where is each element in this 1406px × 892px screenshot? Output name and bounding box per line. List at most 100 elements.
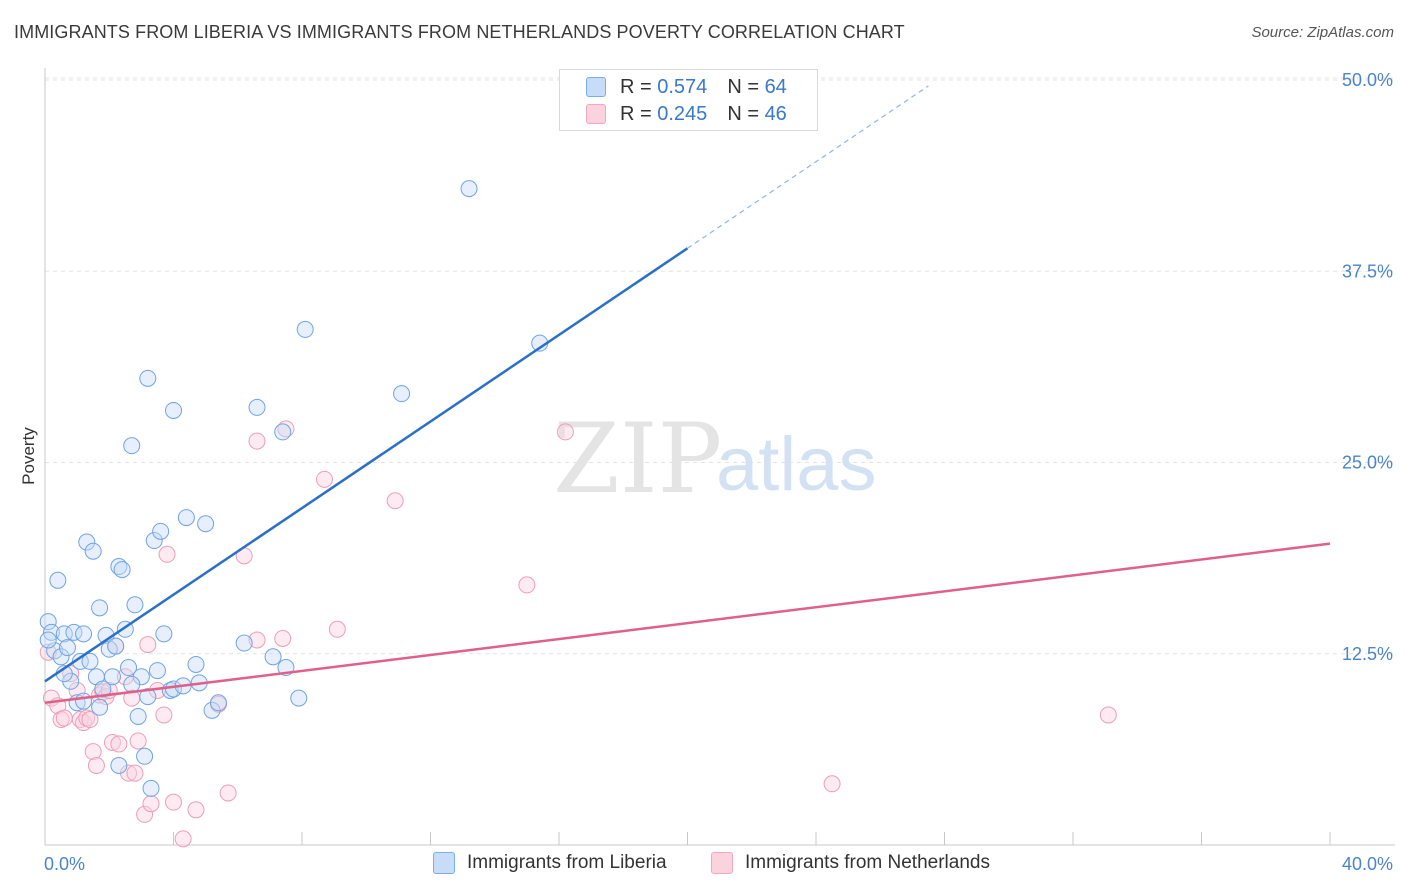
liberia-point-33 xyxy=(139,688,157,706)
liberia-point-28 xyxy=(123,437,141,455)
liberia-point-34 xyxy=(139,369,157,387)
netherlands-r-value: 0.245 xyxy=(657,102,708,125)
x-tick-label-min: 0.0% xyxy=(44,854,85,874)
netherlands-point-7 xyxy=(71,711,89,729)
liberia-point-16 xyxy=(91,698,109,716)
tick-labels: 12.5% 25.0% 37.5% 50.0% 0.0% 40.0% xyxy=(44,70,1393,874)
liberia-point-0 xyxy=(39,613,57,631)
netherlands-point-27 xyxy=(142,795,160,813)
netherlands-point-19 xyxy=(110,735,128,753)
liberia-trend-extension xyxy=(687,85,929,249)
liberia-point-38 xyxy=(152,522,170,540)
netherlands-trend-line xyxy=(44,542,1331,704)
netherlands-point-23 xyxy=(126,764,144,782)
netherlands-point-10 xyxy=(81,711,99,729)
liberia-point-14 xyxy=(84,542,102,560)
netherlands-point-26 xyxy=(139,636,157,654)
netherlands-point-35 xyxy=(219,784,237,802)
chart-title: IMMIGRANTS FROM LIBERIA VS IMMIGRANTS FR… xyxy=(14,22,905,42)
liberia-r-label: R = xyxy=(620,75,658,98)
liberia-point-39 xyxy=(155,625,173,643)
netherlands-point-11 xyxy=(84,743,102,761)
netherlands-point-17 xyxy=(103,733,121,751)
liberia-point-3 xyxy=(49,571,67,589)
liberia-point-50 xyxy=(235,634,253,652)
netherlands-point-12 xyxy=(87,756,105,774)
liberia-n-label: N = xyxy=(727,75,765,98)
liberia-point-32 xyxy=(136,747,154,765)
liberia-point-51 xyxy=(248,398,266,416)
y-tick-label-3: 50.0% xyxy=(1342,70,1393,90)
liberia-point-52 xyxy=(264,648,282,666)
liberia-point-44 xyxy=(177,509,195,527)
watermark-atlas: atlas xyxy=(716,422,877,507)
netherlands-point-40 xyxy=(277,420,295,438)
netherlands-point-31 xyxy=(165,793,182,811)
source-label: Source: ZipAtlas.com xyxy=(1251,24,1394,41)
liberia-point-35 xyxy=(142,779,160,797)
netherlands-point-30 xyxy=(158,545,176,563)
netherlands-outlier-point-1 xyxy=(823,775,841,793)
liberia-swatch xyxy=(586,77,606,97)
netherlands-n-label: N = xyxy=(727,102,765,125)
liberia-point-62 xyxy=(75,692,93,710)
netherlands-point-29 xyxy=(155,706,173,724)
bottom-legend-netherlands: Immigrants from Netherlands xyxy=(711,852,990,874)
liberia-point-57 xyxy=(393,385,411,403)
netherlands-point-24 xyxy=(129,732,147,750)
liberia-point-4 xyxy=(52,648,70,666)
liberia-point-42 xyxy=(165,401,182,419)
bottom-netherlands-swatch xyxy=(711,852,733,874)
netherlands-point-39 xyxy=(274,629,292,647)
netherlands-point-0 xyxy=(39,643,57,661)
liberia-point-11 xyxy=(75,625,93,643)
netherlands-point-42 xyxy=(328,620,346,638)
netherlands-point-41 xyxy=(315,470,333,488)
liberia-trend-line xyxy=(44,247,689,683)
axes xyxy=(44,68,1395,846)
liberia-point-17 xyxy=(91,599,109,617)
liberia-point-49 xyxy=(209,694,227,712)
liberia-point-24 xyxy=(110,558,128,576)
bottom-legend-liberia: Immigrants from Liberia xyxy=(433,852,667,874)
netherlands-point-33 xyxy=(187,801,205,819)
bottom-liberia-swatch xyxy=(433,852,455,874)
netherlands-point-4 xyxy=(55,709,73,727)
liberia-point-63 xyxy=(123,675,141,693)
netherlands-outlier-point-0 xyxy=(1099,706,1117,724)
liberia-point-53 xyxy=(274,423,292,441)
y-tick-label-0: 12.5% xyxy=(1342,644,1393,664)
liberia-point-37 xyxy=(148,662,166,680)
netherlands-points xyxy=(39,420,1117,848)
bottom-liberia-label: Immigrants from Liberia xyxy=(467,852,667,873)
y-axis-label: Poverty xyxy=(19,427,38,485)
y-tick-label-2: 37.5% xyxy=(1342,261,1393,281)
liberia-point-13 xyxy=(81,652,99,670)
liberia-point-25 xyxy=(113,561,131,579)
liberia-r-value: 0.574 xyxy=(657,75,708,98)
watermark-zip: ZIP xyxy=(553,403,722,515)
liberia-point-60 xyxy=(39,631,57,649)
x-tick-label-max: 40.0% xyxy=(1342,854,1393,874)
legend-row-netherlands: R = 0.245 N = 46 xyxy=(586,102,787,126)
liberia-point-18 xyxy=(94,680,112,698)
y-tick-label-1: 25.0% xyxy=(1342,453,1393,473)
netherlands-point-38 xyxy=(248,432,266,450)
netherlands-n-value: 46 xyxy=(764,102,787,125)
liberia-point-30 xyxy=(129,707,147,725)
liberia-point-55 xyxy=(290,689,308,707)
liberia-point-56 xyxy=(296,320,314,338)
netherlands-swatch xyxy=(586,104,606,124)
trend-lines xyxy=(44,85,1331,704)
liberia-point-45 xyxy=(187,655,205,673)
netherlands-point-37 xyxy=(248,631,266,649)
liberia-point-58 xyxy=(460,180,478,198)
netherlands-r-label: R = xyxy=(620,102,658,125)
netherlands-point-43 xyxy=(386,492,404,510)
bottom-netherlands-label: Immigrants from Netherlands xyxy=(745,852,990,873)
liberia-point-22 xyxy=(107,637,125,655)
liberia-point-47 xyxy=(197,515,215,533)
netherlands-point-44 xyxy=(518,576,536,594)
netherlands-point-45 xyxy=(556,423,574,441)
